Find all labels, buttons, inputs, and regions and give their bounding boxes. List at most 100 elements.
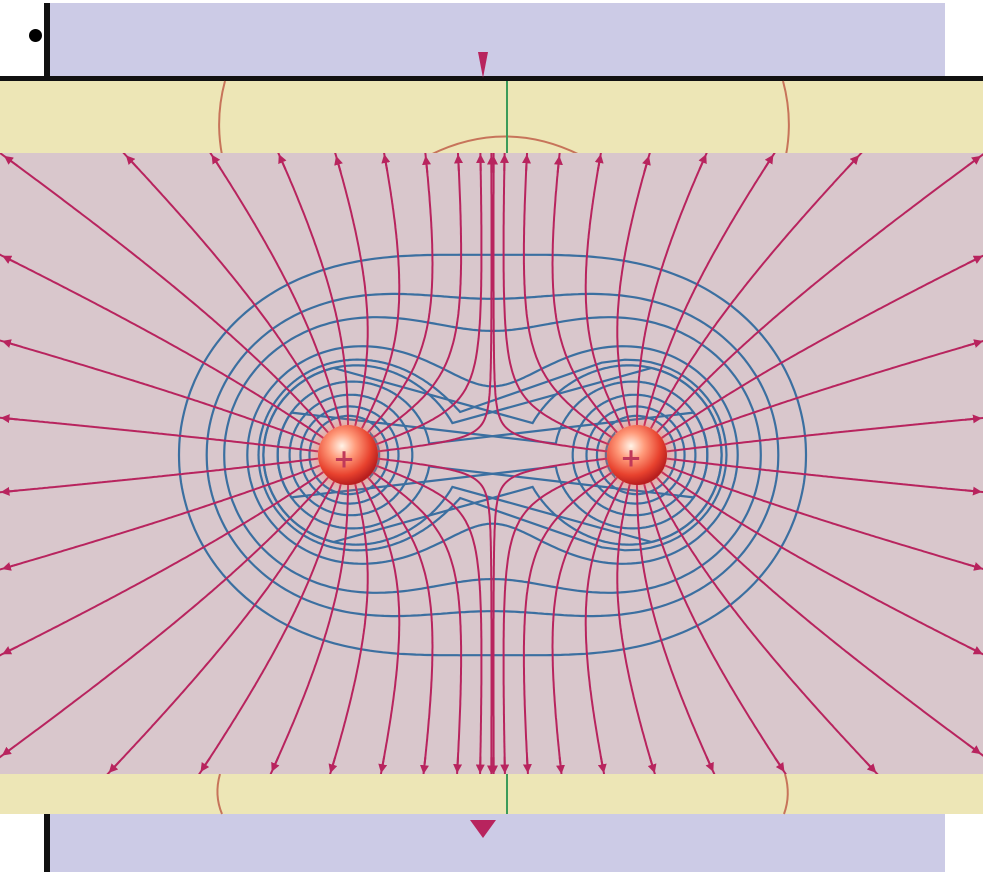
field-arrow — [378, 756, 388, 774]
field-line — [584, 481, 624, 774]
field-arrow — [271, 755, 280, 772]
band-curves — [216, 80, 790, 815]
field-line — [0, 416, 319, 453]
field-line — [656, 153, 983, 434]
field-arrow — [108, 759, 122, 773]
field-line — [616, 153, 651, 427]
top-band — [0, 81, 983, 155]
field-line — [0, 253, 324, 439]
field-arrow — [2, 645, 18, 655]
field-arrow — [211, 154, 222, 170]
field-line — [643, 153, 776, 427]
equipotential-line — [177, 253, 808, 657]
field-arrow — [334, 155, 343, 173]
field-line — [522, 471, 613, 774]
field-line — [0, 476, 329, 759]
field-arrow — [647, 756, 657, 774]
field-arrow — [863, 759, 877, 773]
field-arrow — [381, 153, 391, 171]
field-arrow — [967, 645, 983, 655]
field-line — [0, 153, 329, 434]
field-line — [372, 153, 463, 439]
field-line — [636, 485, 716, 774]
field-arrow — [966, 562, 983, 571]
field-arrow — [594, 153, 604, 171]
field-arrow — [966, 339, 983, 348]
field-line — [329, 483, 369, 774]
bullet-point — [29, 29, 42, 42]
field-line — [198, 483, 342, 774]
field-arrow — [597, 756, 607, 774]
field-arrow — [0, 414, 18, 424]
field-arrow — [0, 486, 18, 496]
field-line — [361, 153, 401, 429]
field-arrow — [200, 757, 211, 773]
equipotential-line — [223, 316, 762, 594]
charge-right-sign: + — [620, 444, 642, 474]
field-arrow — [642, 155, 651, 173]
field-line — [551, 153, 618, 434]
field-arrow — [1, 744, 17, 756]
field-line — [377, 457, 493, 774]
field-lines — [0, 153, 983, 774]
field-line — [661, 471, 983, 656]
equipotential-line — [246, 345, 739, 565]
field-line — [492, 153, 608, 453]
field-line — [375, 153, 483, 446]
field-arrow — [1, 562, 19, 571]
field-line — [650, 481, 879, 774]
equipotential-line — [299, 405, 400, 505]
field-arrow — [125, 155, 139, 169]
field-arrow — [522, 756, 532, 774]
field-arrow — [454, 154, 464, 172]
field-line — [106, 481, 335, 774]
field-line — [334, 153, 369, 427]
field-line — [492, 457, 608, 774]
field-line — [584, 153, 624, 429]
field-arrow — [846, 155, 860, 169]
field-arrow — [419, 757, 429, 774]
equipotential-line — [262, 364, 723, 546]
charge-left-sign: + — [333, 445, 355, 475]
field-arrow — [3, 155, 19, 167]
field-line — [664, 464, 983, 570]
field-line — [367, 153, 434, 434]
charge-left: + — [308, 415, 388, 495]
field-arrow — [422, 155, 432, 173]
field-line — [666, 457, 983, 494]
field-arrow — [967, 255, 983, 265]
equipotential-line — [585, 405, 686, 505]
field-arrow — [1, 339, 19, 348]
field-arrow — [278, 154, 287, 171]
equipotential-line — [288, 393, 414, 517]
field-line — [122, 153, 335, 429]
field-arrow — [965, 414, 982, 424]
field-arrow — [965, 486, 982, 496]
field-arrow — [966, 743, 982, 755]
field-line — [636, 153, 708, 425]
field-line — [367, 476, 434, 774]
field-arrow — [553, 155, 563, 173]
field-line — [0, 457, 319, 494]
field-line — [616, 483, 656, 774]
field-arrow — [2, 255, 18, 265]
field-line — [0, 339, 321, 446]
field-line — [664, 340, 983, 446]
field-line — [661, 254, 983, 439]
field-arrow — [698, 154, 707, 171]
field-line — [269, 485, 349, 774]
field-line — [0, 464, 321, 571]
field-line — [372, 471, 463, 774]
field-arrow — [556, 757, 566, 774]
field-arrow — [521, 154, 531, 172]
field-line — [666, 416, 983, 453]
field-line — [502, 464, 610, 774]
equipotential-line — [276, 380, 709, 530]
field-arrow — [966, 155, 982, 167]
charge-right: + — [597, 415, 677, 495]
field-arrow — [763, 154, 774, 170]
field-arrow — [705, 755, 714, 772]
panel-arrows — [470, 52, 496, 838]
field-line — [361, 481, 401, 774]
